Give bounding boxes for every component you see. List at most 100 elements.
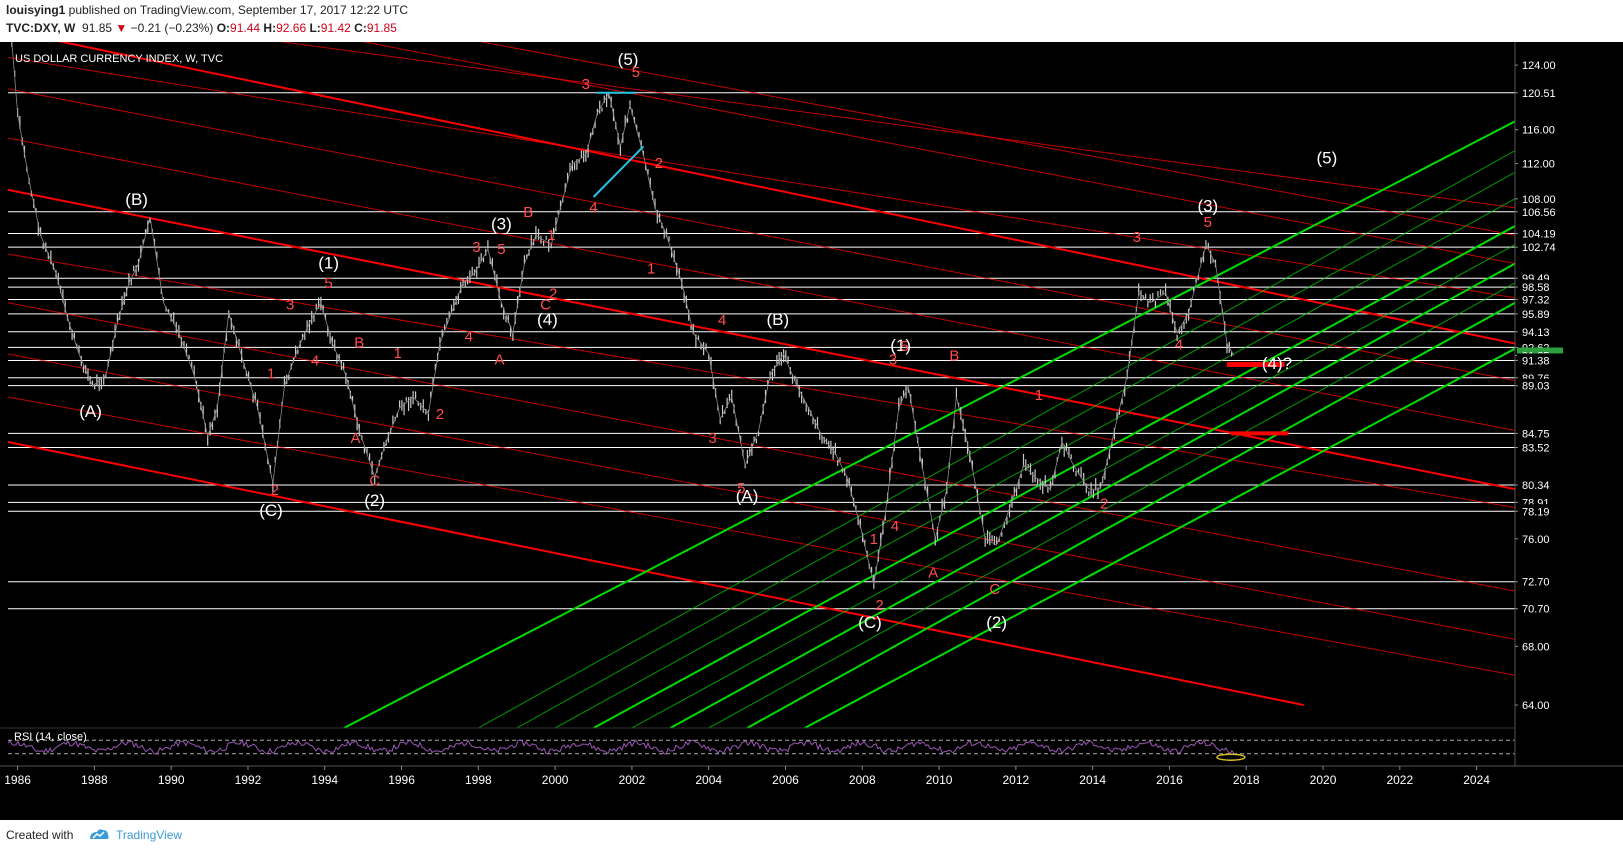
wave-label: (1) [890, 336, 911, 355]
red-channel-line [8, 440, 1305, 707]
wave-label: 3 [1133, 229, 1141, 246]
red-channel-line [479, 42, 1515, 236]
price-tick-bg [1517, 601, 1563, 616]
time-tick-label: 2000 [542, 773, 569, 787]
tradingview-brand-link[interactable]: TradingView [116, 828, 183, 842]
price-tick-label: 94.13 [1522, 327, 1550, 339]
price-tick-bg [1517, 58, 1563, 73]
wave-label: (C) [259, 501, 283, 520]
time-tick-label: 2024 [1463, 773, 1490, 787]
price-tick-bg [1517, 226, 1563, 241]
price-tick-bg [1517, 426, 1563, 441]
time-tick-label: 1992 [235, 773, 262, 787]
time-axis-background [0, 766, 1623, 820]
wave-label: 1 [1035, 387, 1043, 404]
price-path [11, 42, 1235, 585]
high-value: 92.66 [276, 21, 307, 35]
price-tick-label: 95.89 [1522, 309, 1550, 321]
time-tick-label: 2002 [619, 773, 646, 787]
price-tick-bg [1517, 531, 1563, 546]
green-channel-line [746, 301, 1515, 728]
price-tick-bg [1517, 324, 1563, 339]
wave-label: (3) [1197, 196, 1218, 215]
wave-label: 2 [549, 286, 557, 303]
close-value: 91.85 [366, 21, 397, 35]
chart-header: louisying1 published on TradingView.com,… [0, 0, 1623, 42]
wave-label: 1 [267, 365, 275, 382]
price-tick-bg [1517, 240, 1563, 255]
wave-label: A [928, 565, 938, 582]
open-value: 91.44 [230, 21, 261, 35]
price-change: −0.21 (−0.23%) [130, 21, 214, 35]
green-channel-line [478, 150, 1515, 728]
time-tick-label: 1998 [465, 773, 492, 787]
price-tick-label: 84.75 [1522, 428, 1550, 440]
wave-label: 5 [324, 275, 332, 292]
author-link[interactable]: louisying1 [6, 3, 66, 17]
price-chart[interactable]: (A) (B) (C) (1) (2) (3) (4) (5) (A) (B) (C) (1) (2) (… [0, 42, 1623, 820]
wave-label: 4 [891, 518, 899, 535]
price-tick-label: 116.00 [1522, 125, 1555, 137]
price-tick-bg [1517, 204, 1563, 219]
ohlc-line: TVC:DXY, W 91.85 ▼ −0.21 (−0.23%) O:91.4… [6, 21, 397, 35]
open-label: O: [216, 21, 231, 35]
wave-label: 3 [286, 297, 294, 314]
wave-label: 2 [655, 155, 663, 172]
rsi-label: RSI (14, close) [14, 731, 87, 743]
time-tick-label: 2012 [1003, 773, 1030, 787]
price-bars [11, 42, 1233, 589]
red-channel-line [279, 42, 1515, 209]
wave-label: 1 [547, 227, 555, 244]
wave-label: C [369, 473, 380, 490]
price-tick-bg [1517, 440, 1563, 455]
price-tick-bg [1517, 122, 1563, 137]
wave-label: (3) [491, 215, 512, 234]
wave-label: (2) [364, 491, 385, 510]
price-tick-label: 78.19 [1522, 506, 1550, 518]
price-tick-label: 120.51 [1522, 88, 1556, 100]
wave-label: A [350, 430, 360, 447]
wave-label: 1 [870, 531, 878, 548]
time-tick-label: 1988 [81, 773, 108, 787]
red-channel-line [8, 302, 1515, 592]
wave-label: C [989, 581, 1000, 598]
time-tick-label: 2008 [849, 773, 876, 787]
green-channel-line [516, 171, 1515, 728]
price-tick-bg [1517, 353, 1563, 368]
red-channel-line [57, 42, 1515, 345]
red-channel-line [8, 396, 1515, 676]
time-tick-label: 2006 [772, 773, 799, 787]
green-channel-line [804, 347, 1515, 728]
wave-label: 4 [311, 353, 319, 370]
wave-label: 3 [582, 76, 590, 93]
wave-label: 2 [875, 597, 883, 614]
high-label: H: [263, 21, 277, 35]
time-tick-label: 2016 [1156, 773, 1183, 787]
red-channel-line [8, 188, 1515, 491]
wave-label: 5 [497, 241, 505, 258]
wave-label: 4 [718, 312, 726, 329]
price-tick-label: 104.19 [1522, 229, 1556, 241]
publish-line: louisying1 published on TradingView.com,… [6, 3, 408, 17]
chart-title: US DOLLAR CURRENCY INDEX, W, TVC [15, 53, 223, 65]
green-channel-line [554, 198, 1515, 728]
time-axis[interactable]: 1986 1988 1990 1992 1994 1996 1998 2000 2002 2004… [0, 765, 1623, 820]
red-channel-line [8, 88, 1515, 382]
wave-label: (4)? [1262, 354, 1292, 373]
symbol-label: TVC:DXY, W [6, 21, 76, 35]
time-tick-label: 2014 [1079, 773, 1106, 787]
wave-label: 5 [1204, 214, 1212, 231]
wave-label: (5) [618, 50, 639, 69]
wave-label: 2 [436, 406, 444, 423]
price-tick-label: 97.32 [1522, 295, 1550, 307]
rsi-highlight-ellipse [1216, 753, 1246, 761]
time-tick-label: 2020 [1310, 773, 1337, 787]
time-tick-label: 2010 [926, 773, 953, 787]
annotation-marks [592, 91, 1289, 436]
wave-label: 3 [472, 239, 480, 256]
wave-label: (2) [986, 613, 1007, 632]
wave-label: (C) [858, 613, 882, 632]
wave-label: 1 [647, 260, 655, 277]
wave-label: B [949, 347, 959, 364]
